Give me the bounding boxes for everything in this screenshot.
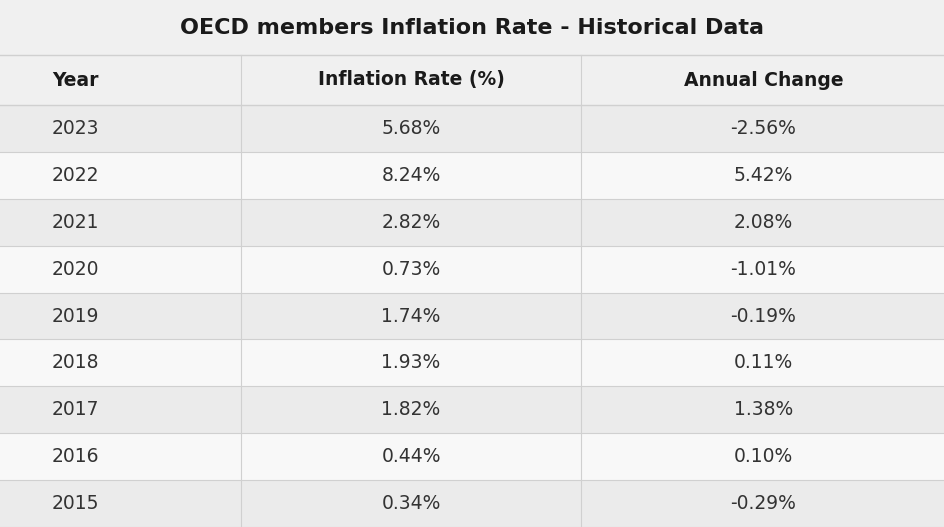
FancyBboxPatch shape [0, 55, 944, 105]
FancyBboxPatch shape [0, 292, 944, 339]
Text: -1.01%: -1.01% [730, 260, 796, 279]
Text: 5.68%: 5.68% [381, 119, 440, 138]
Text: -2.56%: -2.56% [730, 119, 796, 138]
Text: Annual Change: Annual Change [683, 71, 842, 90]
FancyBboxPatch shape [0, 199, 944, 246]
Text: 1.74%: 1.74% [381, 307, 440, 326]
Text: 2022: 2022 [52, 166, 99, 185]
Text: 2017: 2017 [52, 401, 99, 419]
FancyBboxPatch shape [0, 386, 944, 433]
FancyBboxPatch shape [0, 105, 944, 152]
Text: 0.10%: 0.10% [733, 447, 792, 466]
Text: 8.24%: 8.24% [381, 166, 440, 185]
Text: 2021: 2021 [52, 213, 99, 232]
Text: -0.29%: -0.29% [730, 494, 796, 513]
Text: 5.42%: 5.42% [733, 166, 792, 185]
Text: 0.34%: 0.34% [381, 494, 440, 513]
Text: Year: Year [52, 71, 98, 90]
FancyBboxPatch shape [0, 433, 944, 480]
Text: 0.44%: 0.44% [381, 447, 440, 466]
Text: OECD members Inflation Rate - Historical Data: OECD members Inflation Rate - Historical… [180, 17, 764, 37]
Text: 2016: 2016 [52, 447, 99, 466]
FancyBboxPatch shape [0, 339, 944, 386]
FancyBboxPatch shape [0, 0, 944, 55]
Text: 2.08%: 2.08% [733, 213, 792, 232]
Text: 2015: 2015 [52, 494, 99, 513]
Text: 0.11%: 0.11% [733, 354, 792, 373]
Text: 0.73%: 0.73% [381, 260, 440, 279]
Text: 2018: 2018 [52, 354, 99, 373]
FancyBboxPatch shape [0, 152, 944, 199]
Text: 1.82%: 1.82% [381, 401, 440, 419]
Text: -0.19%: -0.19% [730, 307, 796, 326]
FancyBboxPatch shape [0, 246, 944, 292]
Text: 2019: 2019 [52, 307, 99, 326]
Text: Inflation Rate (%): Inflation Rate (%) [317, 71, 504, 90]
Text: 2023: 2023 [52, 119, 99, 138]
Text: 1.38%: 1.38% [733, 401, 792, 419]
Text: 1.93%: 1.93% [381, 354, 440, 373]
FancyBboxPatch shape [0, 480, 944, 527]
Text: 2.82%: 2.82% [381, 213, 440, 232]
Text: 2020: 2020 [52, 260, 99, 279]
